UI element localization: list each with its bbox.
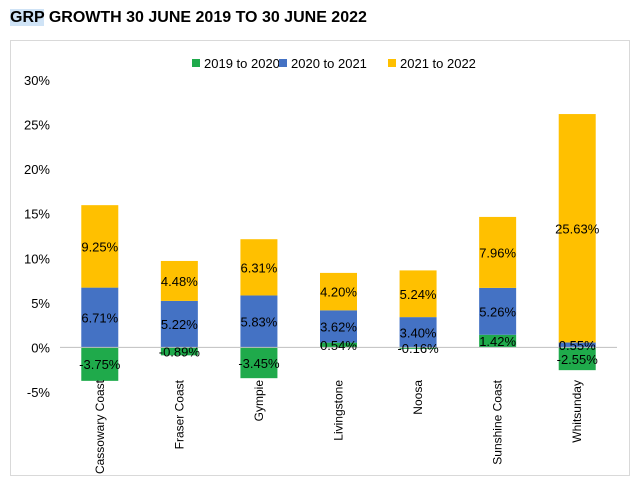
bar-2021-2022 (479, 216, 517, 288)
data-label: 3.62% (320, 319, 357, 334)
data-label: -0.16% (397, 341, 439, 356)
bar-2020-2021 (240, 295, 278, 348)
data-label: 7.96% (479, 245, 516, 260)
data-label: 5.26% (479, 304, 516, 319)
chart-title-highlight: GRP (10, 9, 45, 26)
data-label: 5.24% (400, 287, 437, 302)
y-tick-label: 30% (24, 73, 50, 88)
legend-swatch (388, 59, 396, 67)
bar-2019-2020 (81, 347, 119, 381)
data-label: 0.54% (320, 338, 357, 353)
data-label: -3.45% (238, 356, 280, 371)
bar-2021-2022 (320, 272, 357, 311)
bar-2019-2020 (160, 347, 198, 356)
y-tick-label: 20% (24, 162, 50, 177)
bar-2020-2021 (558, 342, 596, 348)
legend-label: 2020 to 2021 (291, 56, 367, 71)
legend-swatch (279, 59, 287, 67)
bar-2019-2020 (558, 347, 596, 371)
data-label: 1.42% (479, 334, 516, 349)
chart-title: GRP GROWTH 30 JUNE 2019 TO 30 JUNE 2022 (10, 6, 367, 30)
category-label: Sunshine Coast (491, 379, 505, 464)
bar-2021-2022 (81, 205, 119, 288)
data-label: -2.55% (557, 352, 599, 367)
y-tick-label: 25% (24, 118, 50, 133)
bar-2021-2022 (558, 114, 596, 343)
bar-2020-2021 (160, 300, 198, 348)
y-tick-label: 0% (31, 340, 50, 355)
bar-2021-2022 (160, 260, 198, 301)
y-tick-label: 10% (24, 251, 50, 266)
data-label: -0.89% (159, 344, 201, 359)
bar-2021-2022 (240, 239, 278, 296)
data-label: 5.22% (161, 317, 198, 332)
category-label: Gympie (252, 380, 266, 422)
category-label: Cassowary Coast (93, 379, 107, 474)
data-label: 5.83% (240, 314, 277, 329)
bar-2020-2021 (81, 287, 119, 348)
data-label: 6.71% (81, 311, 118, 326)
bar-2020-2021 (320, 310, 357, 343)
data-label: 0.55% (559, 338, 596, 353)
category-label: Fraser Coast (172, 379, 186, 449)
bar-2019-2020 (399, 347, 437, 349)
legend-label: 2021 to 2022 (400, 56, 476, 71)
category-label: Whitsunday (570, 380, 584, 443)
bar-2019-2020 (320, 342, 357, 348)
category-label: Livingstone (332, 380, 346, 441)
bar-2019-2020 (240, 347, 278, 379)
chart-title-text: GROWTH 30 JUNE 2019 TO 30 JUNE 2022 (44, 9, 367, 26)
legend-swatch (192, 59, 200, 67)
data-label: 25.63% (555, 221, 600, 236)
data-label: 4.48% (161, 274, 198, 289)
data-label: 9.25% (81, 239, 118, 254)
y-tick-label: -5% (27, 385, 51, 400)
data-label: -3.75% (79, 357, 121, 372)
bar-2020-2021 (399, 317, 437, 348)
y-tick-label: 5% (31, 296, 50, 311)
bar-2019-2020 (479, 334, 517, 348)
category-label: Noosa (411, 380, 425, 415)
y-tick-label: 15% (24, 207, 50, 222)
data-label: 3.40% (400, 325, 437, 340)
data-label: 6.31% (240, 260, 277, 275)
bar-2020-2021 (479, 287, 517, 335)
bar-2021-2022 (399, 270, 437, 318)
data-label: 4.20% (320, 285, 357, 300)
legend-label: 2019 to 2020 (204, 56, 280, 71)
